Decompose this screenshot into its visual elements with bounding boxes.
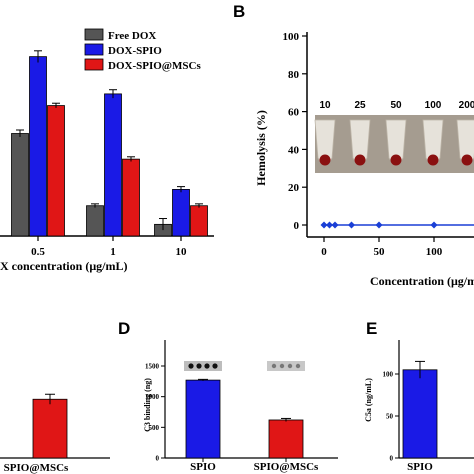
panel-b-data-point [326, 221, 333, 229]
panel-b-x-tick-label: 50 [374, 246, 386, 258]
panel-b-y-tick-label: 20 [288, 182, 300, 194]
panel-b-inset-concentration-label: 10 [319, 100, 331, 111]
panel-b-inset-pellet [354, 154, 366, 166]
panel-a-legend-label: DOX-SPIO@MSCs [108, 60, 201, 72]
panel-b-inset-concentration-label: 200 [459, 100, 474, 111]
panel-d-y-tick-label: 1000 [145, 393, 160, 401]
panel-b-data-point [375, 221, 383, 229]
panel-a-x-axis-title: DOX concentration (μg/mL) [0, 259, 127, 273]
panel-d-x-tick-label: SPIO [190, 461, 216, 473]
panel-b-inset-concentration-label: 25 [354, 100, 366, 111]
panel-b-y-tick-label: 80 [288, 69, 300, 81]
panel-c-bar [32, 398, 68, 459]
panel-d-blot-dot [204, 363, 210, 369]
panel-b-inset-pellet [461, 154, 473, 166]
panel-e-y-tick-label: 100 [383, 371, 394, 379]
panel-e-letter: E [366, 319, 377, 338]
panel-a-x-tick-label: 1 [110, 246, 116, 258]
panel-a-bar [47, 105, 65, 237]
panel-e-bar [402, 369, 438, 459]
panel-b-y-tick-label: 60 [288, 107, 300, 119]
panel-b-y-tick-label: 100 [283, 31, 300, 43]
panel-a-bar [190, 205, 208, 237]
panel-a-bar [172, 189, 190, 237]
panel-a-legend-label: Free DOX [108, 30, 156, 42]
panel-b-x-axis-title: Concentration (μg/mL) [370, 274, 474, 288]
panel-b-y-tick-label: 40 [288, 144, 300, 156]
panel-a-chart: 0.5 1 10 [0, 50, 214, 258]
panel-b-data-point [430, 221, 438, 229]
panel-e-chart: 0 50 100 SPIO [383, 340, 474, 473]
panel-d-blot-dot [212, 363, 218, 369]
panel-d-blot-dot [196, 363, 202, 369]
panel-a-bar [122, 158, 140, 237]
panel-d-chart: 0 500 1000 1500 SPIO SPIO@MSCs [145, 340, 338, 473]
panel-a-x-tick-label: 10 [176, 246, 188, 258]
panel-b-x-tick-label: 100 [426, 246, 443, 258]
panel-a-x-tick-label: 0.5 [31, 246, 45, 258]
panel-a-bar [29, 56, 47, 237]
panel-d-blot-dot [295, 363, 301, 369]
panel-a-bar [86, 205, 104, 237]
panel-e-y-axis-title: C5a (ng/mL) [364, 378, 373, 422]
panel-b-data-point [320, 221, 328, 229]
panel-b-inset-pellet [319, 154, 331, 166]
panel-b-inset-concentration-label: 50 [390, 100, 402, 111]
panel-b-chart: 0 20 40 60 80 100 0 50 100 10 25 50 100 200 [283, 31, 474, 258]
panel-a-bar [104, 93, 122, 237]
panel-b-data-point [331, 221, 339, 229]
panel-a-legend-swatch [84, 58, 104, 71]
panel-d-letter: D [118, 319, 130, 338]
panel-c-chart: SPIO@MSCs [0, 393, 110, 474]
panel-d-bar [185, 379, 221, 459]
panel-d-blot-dot [279, 363, 285, 369]
panel-d-blot-dot [188, 363, 194, 369]
panel-a-legend: Free DOX DOX-SPIO DOX-SPIO@MSCs [84, 28, 201, 72]
panel-d-blot-strip [184, 361, 222, 371]
panel-b-inset-concentration-label: 100 [425, 100, 442, 111]
panel-d-x-tick-label: SPIO@MSCs [254, 461, 319, 473]
panel-d-blot-strip [267, 361, 305, 371]
panel-b-letter: B [233, 2, 245, 21]
panel-b-inset-pellet [427, 154, 439, 166]
panel-d-blot-dot [287, 363, 293, 369]
panel-d-y-tick-label: 500 [149, 424, 160, 432]
panel-b-data-point [348, 221, 355, 229]
panel-e-y-tick-label: 0 [390, 455, 394, 463]
panel-d-y-tick-label: 1500 [145, 363, 160, 371]
panel-a-legend-swatch [84, 43, 104, 56]
panel-d-bar [268, 419, 304, 459]
panel-b-y-tick-label: 0 [294, 220, 300, 232]
panel-a-legend-swatch [84, 28, 104, 41]
panel-d-y-tick-label: 0 [156, 455, 160, 463]
panel-e-x-tick-label: SPIO [407, 461, 433, 473]
panel-e-y-tick-label: 50 [386, 413, 394, 421]
panel-b-y-axis-title: Hemolysis (%) [254, 110, 268, 186]
panel-d-y-axis-title: C3 binding (ng) [143, 378, 152, 432]
panel-b-x-tick-label: 0 [321, 246, 327, 258]
panel-a-legend-label: DOX-SPIO [108, 45, 162, 57]
panel-a-bar [11, 133, 29, 237]
panel-c-x-tick-label: SPIO@MSCs [4, 462, 69, 474]
panel-d-blot-dot [271, 363, 277, 369]
panel-b-inset-pellet [390, 154, 402, 166]
